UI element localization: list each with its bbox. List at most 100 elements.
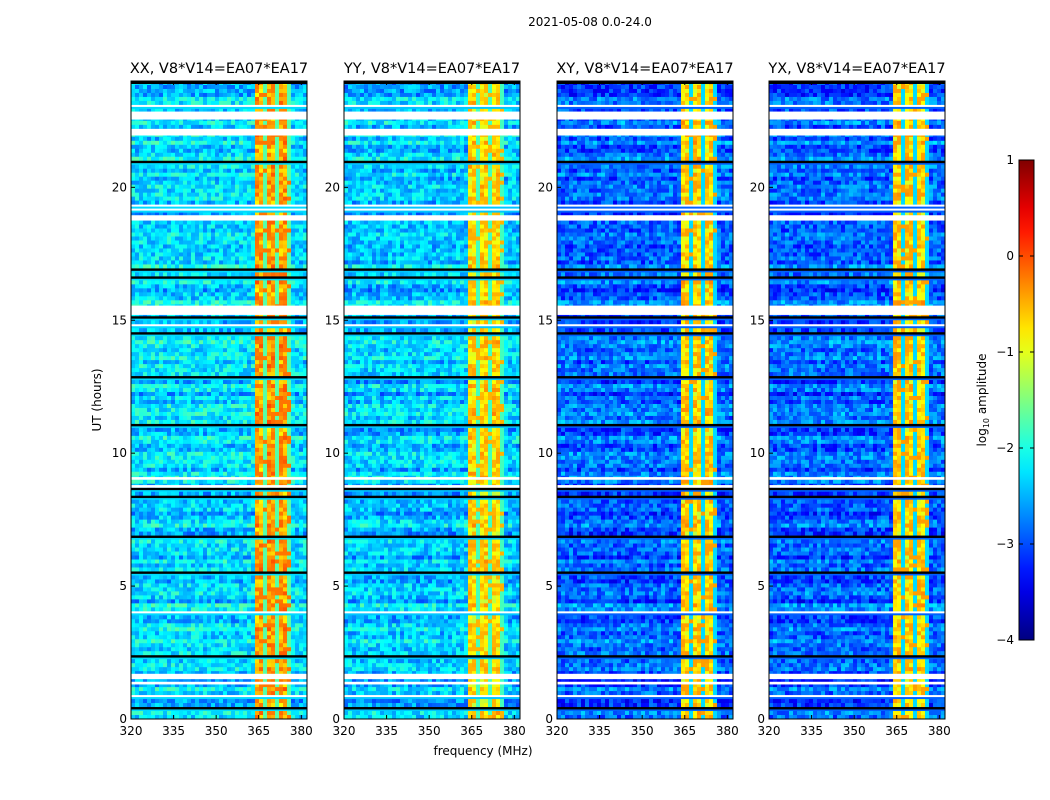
spectrogram-cell [283,491,288,496]
spectrogram-cell [219,144,224,150]
spectrogram-cell [227,256,232,261]
spectrogram-cell [247,280,252,285]
spectrogram-cell [135,431,140,437]
spectrogram-cell [299,523,304,528]
spectrogram-cell [195,144,200,150]
spectrogram-cell [215,388,220,393]
spectrogram-cell [295,403,300,409]
spectrogram-cell [143,100,148,106]
spectrogram-cell [211,212,216,217]
spectrogram-cell [135,264,140,269]
spectrogram-cell [303,252,307,257]
spectrogram-cell [211,320,216,325]
spectrogram-cell [139,88,144,94]
spectrogram-cell [247,144,252,150]
spectrogram-cell [135,140,140,146]
spectrogram-cell [139,583,144,588]
spectrogram-cell [243,256,248,261]
spectrogram-cell [251,523,256,528]
spectrogram-cell [143,260,148,265]
spectrogram-cell [247,300,252,305]
spectrogram-cell [131,443,136,449]
spectrogram-cell [163,360,168,365]
spectrogram-cell [251,192,256,197]
spectrogram-cell [159,551,164,556]
spectrogram-cell [207,292,212,297]
spectrogram-cell [207,396,212,401]
spectrogram-cell [251,292,256,297]
spectrogram-cell [287,336,292,341]
spectrogram-cell [191,380,196,385]
spectrogram-cell [231,539,236,544]
spectrogram-cell [135,84,140,90]
spectrogram-cell [287,392,292,397]
spectrogram-cell [263,531,268,536]
flagged-row-black [131,495,307,499]
spectrogram-cell [235,240,240,245]
spectrogram-cell [199,252,204,257]
spectrogram-cell [151,300,156,305]
spectrogram-cell [295,352,300,357]
spectrogram-cell [303,240,307,245]
spectrogram-cell [295,392,300,397]
spectrogram-cell [243,392,248,397]
spectrogram-cell [259,439,264,445]
spectrogram-cell [131,292,136,297]
spectrogram-cell [259,152,264,158]
spectrogram-cell [219,244,224,249]
spectrogram-cell [163,168,168,174]
spectrogram-cell [147,196,152,201]
spectrogram-cell [195,455,200,461]
spectrogram-cell [155,419,160,425]
spectrogram-cell [215,455,220,461]
spectrogram-cell [187,328,192,333]
spectrogram-cell [155,156,160,162]
spectrogram-cell [131,336,136,341]
spectrogram-cell [219,575,224,580]
spectrogram-cell [303,188,307,193]
spectrogram-cell [155,415,160,421]
spectrogram-cell [195,407,200,413]
spectrogram-cell [243,108,248,114]
spectrogram-cell [139,100,144,106]
spectrogram-cell [215,192,220,197]
spectrogram-cell [235,180,240,185]
spectrogram-cell [243,368,248,373]
spectrogram-cell [151,451,156,457]
spectrogram-cell [159,240,164,245]
spectrogram-cell [167,471,172,477]
spectrogram-cell [183,220,188,225]
spectrogram-cell [255,300,260,305]
spectrogram-cell [207,459,212,465]
spectrogram-cell [223,228,228,233]
spectrogram-cell [219,435,224,441]
spectrogram-cell [271,236,276,241]
spectrogram-cell [299,212,304,217]
spectrogram-cell [227,388,232,393]
spectrogram-cell [287,455,292,461]
spectrogram-cell [207,547,212,552]
spectrogram-cell [175,172,180,177]
spectrogram-cell [199,220,204,225]
spectrogram-cell [279,136,284,142]
spectrogram-cell [247,344,252,349]
spectrogram-cell [147,567,152,572]
spectrogram-cell [143,300,148,305]
spectrogram-cell [271,507,276,512]
spectrogram-cell [191,124,196,130]
spectrogram-cell [183,400,188,405]
spectrogram-cell [263,551,268,556]
spectrogram-cell [187,471,192,477]
spectrogram-cell [291,407,296,413]
spectrogram-cell [271,443,276,449]
spectrogram-cell [239,228,244,233]
spectrogram-cell [275,419,280,425]
spectrogram-cell [175,587,180,592]
spectrogram-cell [299,579,304,584]
spectrogram-cell [131,156,136,162]
spectrogram-cell [247,188,252,193]
spectrogram-cell [223,252,228,257]
spectrogram-cell [155,591,160,596]
spectrogram-cell [199,531,204,536]
spectrogram-cell [299,356,304,361]
